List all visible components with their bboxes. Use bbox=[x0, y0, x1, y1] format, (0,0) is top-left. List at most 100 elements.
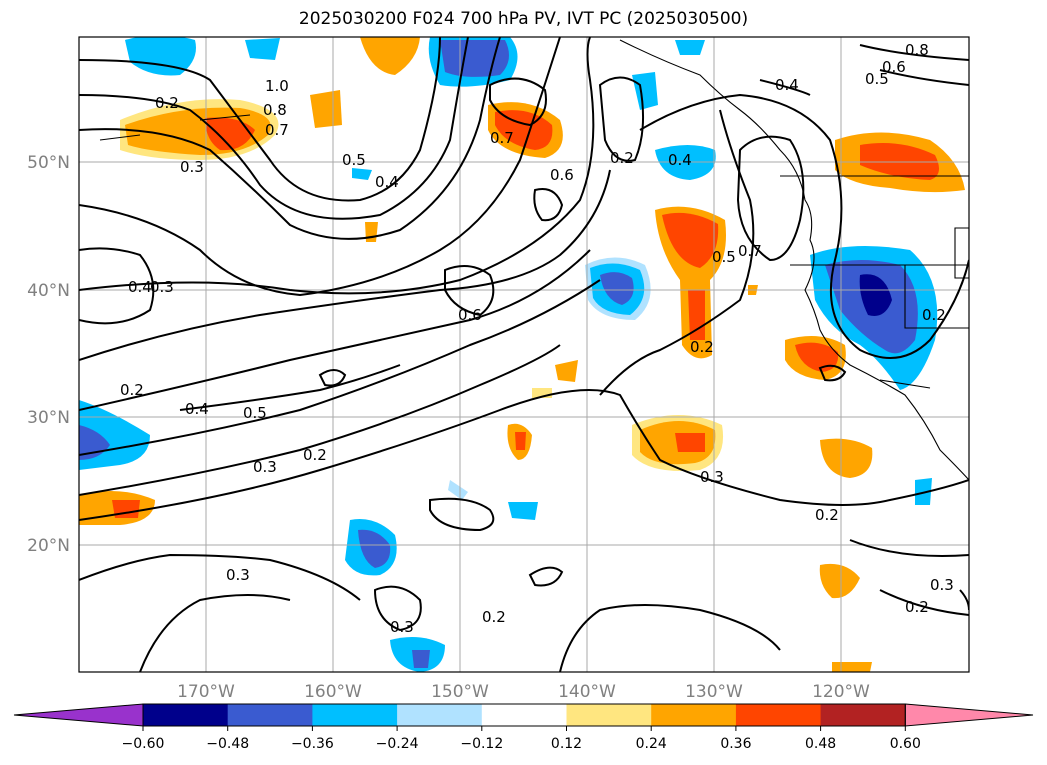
contour-label: 0.2 bbox=[922, 306, 946, 324]
neg-anomaly bbox=[632, 72, 658, 110]
pos-anomaly bbox=[675, 433, 705, 452]
contour-label: 0.7 bbox=[490, 129, 514, 147]
contour-label: 0.8 bbox=[905, 41, 929, 59]
contour-label: 0.2 bbox=[905, 598, 929, 616]
contour-labels: 1.0 0.8 0.7 0.2 0.3 0.5 0.4 0.7 0.6 0.2 … bbox=[120, 41, 954, 636]
map-title: 2025030200 F024 700 hPa PV, IVT PC (2025… bbox=[298, 9, 749, 29]
contour-label: 0.3 bbox=[930, 576, 954, 594]
lon-label: 140°W bbox=[558, 682, 616, 702]
colorbar-ticks: −0.60 −0.48 −0.36 −0.24 −0.12 0.12 0.24 0.36 0.4… bbox=[122, 726, 921, 752]
colorbar-tick-label: 0.12 bbox=[551, 736, 582, 752]
colorbar-extend-min bbox=[13, 703, 144, 727]
lat-label: 20°N bbox=[27, 536, 70, 556]
colorbar-segment bbox=[312, 704, 398, 726]
contour-label: 0.8 bbox=[263, 101, 287, 119]
colorbar-segment bbox=[397, 704, 483, 726]
contour-label: 0.3 bbox=[226, 566, 250, 584]
lat-label: 30°N bbox=[27, 408, 70, 428]
contour-label: 0.3 bbox=[390, 618, 414, 636]
pos-anomaly bbox=[360, 37, 420, 75]
plot-frame bbox=[78, 36, 970, 673]
contour-label: 0.3 bbox=[253, 458, 277, 476]
pos-anomaly bbox=[662, 212, 719, 268]
pos-anomaly bbox=[205, 117, 255, 151]
pos-anomaly bbox=[832, 662, 872, 672]
contour-label: 0.2 bbox=[120, 381, 144, 399]
pos-anomaly bbox=[515, 432, 526, 450]
contour-label: 0.6 bbox=[550, 166, 574, 184]
colorbar-segment bbox=[735, 704, 822, 726]
lon-label: 160°W bbox=[304, 682, 362, 702]
colorbar-tick-label: −0.60 bbox=[122, 736, 165, 752]
contour-label: 0.5 bbox=[865, 70, 889, 88]
contour-label: 0.4 bbox=[185, 400, 209, 418]
lon-labels: 170°W 160°W 150°W 140°W 130°W 120°W bbox=[177, 682, 870, 702]
pos-anomaly bbox=[365, 222, 378, 242]
colorbar-extend-max bbox=[904, 703, 1034, 727]
colorbar-segment bbox=[143, 704, 229, 726]
contour-label: 0.3 bbox=[150, 278, 174, 296]
lat-label: 50°N bbox=[27, 153, 70, 173]
lon-label: 150°W bbox=[431, 682, 489, 702]
colorbar-tick-label: −0.24 bbox=[376, 736, 419, 752]
colorbar-tick-label: −0.36 bbox=[291, 736, 334, 752]
colorbar-frame bbox=[142, 703, 906, 727]
lat-label: 40°N bbox=[27, 281, 70, 301]
contour-label: 0.5 bbox=[243, 404, 267, 422]
contour-label: 0.5 bbox=[342, 151, 366, 169]
neg-anomaly bbox=[125, 37, 196, 76]
colorbar-tick-label: 0.48 bbox=[805, 736, 836, 752]
neg-anomaly bbox=[358, 529, 391, 568]
colorbar-segment bbox=[481, 704, 567, 726]
coastlines bbox=[99, 39, 969, 481]
neg-anomaly bbox=[245, 38, 280, 60]
gridlines bbox=[79, 37, 969, 672]
colorbar-segment bbox=[566, 704, 652, 726]
contour-label: 0.6 bbox=[882, 58, 906, 76]
lon-label: 130°W bbox=[685, 682, 743, 702]
lon-label: 170°W bbox=[177, 682, 235, 702]
contour-label: 1.0 bbox=[265, 77, 289, 95]
colorbar bbox=[13, 703, 1034, 727]
contour-label: 0.2 bbox=[482, 608, 506, 626]
pos-anomaly bbox=[860, 142, 939, 180]
colorbar-tick-label: 0.60 bbox=[890, 736, 921, 752]
contour-label: 0.2 bbox=[303, 446, 327, 464]
contour-label: 0.4 bbox=[128, 278, 152, 296]
colorbar-tick-label: 0.24 bbox=[636, 736, 667, 752]
contour-label: 0.4 bbox=[375, 173, 399, 191]
lat-labels: 50°N 40°N 30°N 20°N bbox=[27, 153, 70, 556]
neg-anomaly bbox=[412, 650, 430, 668]
lon-label: 120°W bbox=[812, 682, 870, 702]
contour-label: 0.2 bbox=[690, 338, 714, 356]
pos-anomaly bbox=[820, 438, 873, 478]
contour-label: 0.5 bbox=[712, 248, 736, 266]
pv-contours bbox=[79, 37, 969, 672]
colorbar-tick-label: −0.12 bbox=[460, 736, 503, 752]
contour-label: 0.7 bbox=[265, 121, 289, 139]
neg-anomaly bbox=[448, 480, 468, 500]
contour-label: 0.6 bbox=[458, 306, 482, 324]
contour-label: 0.2 bbox=[815, 506, 839, 524]
neg-anomaly bbox=[352, 168, 372, 180]
neg-anomaly bbox=[675, 40, 705, 55]
pos-anomaly bbox=[555, 360, 578, 382]
neg-anomaly bbox=[600, 272, 634, 305]
neg-anomaly bbox=[915, 478, 932, 505]
contour-label: 0.3 bbox=[700, 468, 724, 486]
colorbar-segment bbox=[651, 704, 737, 726]
neg-anomaly bbox=[508, 502, 538, 520]
contour-label: 0.7 bbox=[738, 242, 762, 260]
contour-label: 0.2 bbox=[610, 149, 634, 167]
neg-anomaly bbox=[859, 274, 892, 316]
pos-anomaly bbox=[819, 563, 860, 599]
contour-label: 0.4 bbox=[775, 76, 799, 94]
colorbar-segment bbox=[820, 704, 906, 726]
contour-label: 0.4 bbox=[668, 151, 692, 169]
colorbar-segment bbox=[227, 704, 313, 726]
colorbar-tick-label: 0.36 bbox=[720, 736, 751, 752]
colorbar-tick-label: −0.48 bbox=[206, 736, 249, 752]
pos-anomaly bbox=[795, 342, 839, 372]
contour-label: 0.2 bbox=[155, 94, 179, 112]
